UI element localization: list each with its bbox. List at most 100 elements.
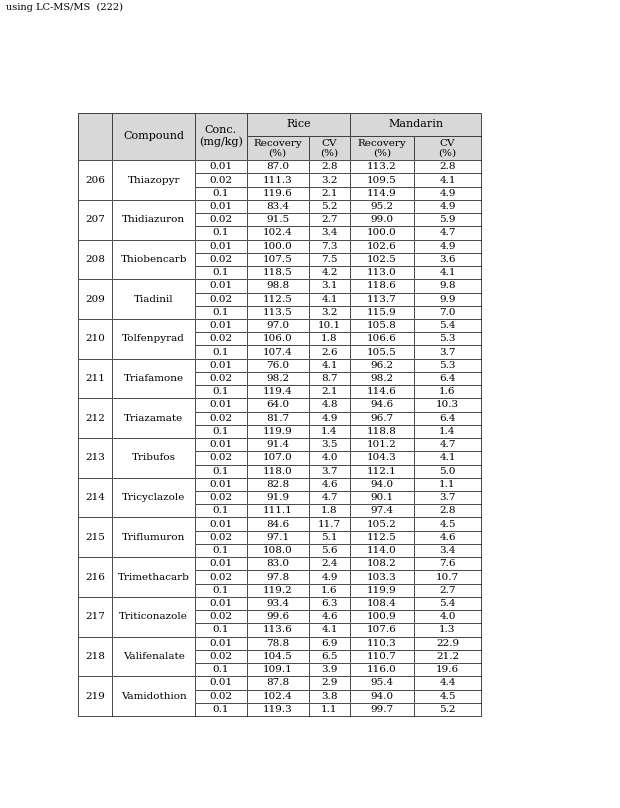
Text: 93.4: 93.4 — [266, 599, 289, 608]
Bar — [247, 583, 309, 597]
Bar — [195, 637, 247, 650]
Text: Triticonazole: Triticonazole — [119, 612, 188, 621]
Text: 106.6: 106.6 — [367, 335, 397, 343]
Bar — [414, 359, 481, 372]
Text: 4.7: 4.7 — [439, 229, 456, 238]
Bar — [350, 372, 414, 385]
Bar — [350, 239, 414, 253]
Text: 102.6: 102.6 — [367, 242, 397, 250]
Text: 84.6: 84.6 — [266, 520, 289, 528]
Text: 4.8: 4.8 — [321, 401, 338, 410]
Text: 4.9: 4.9 — [321, 414, 338, 423]
Bar — [247, 623, 309, 637]
Bar — [414, 452, 481, 465]
Bar — [309, 280, 350, 292]
Bar — [195, 346, 247, 359]
Text: 1.8: 1.8 — [321, 335, 338, 343]
Text: 81.7: 81.7 — [266, 414, 289, 423]
Bar — [414, 637, 481, 650]
Bar — [112, 478, 195, 517]
Bar — [414, 558, 481, 570]
Bar — [247, 359, 309, 372]
Text: 4.1: 4.1 — [439, 175, 456, 184]
Bar — [195, 359, 247, 372]
Bar — [309, 478, 350, 491]
Text: 4.9: 4.9 — [439, 189, 456, 198]
Bar — [414, 280, 481, 292]
Text: 3.1: 3.1 — [321, 281, 338, 290]
Bar — [309, 372, 350, 385]
Bar — [309, 187, 350, 200]
Bar — [414, 346, 481, 359]
Bar — [247, 504, 309, 517]
Text: 101.2: 101.2 — [367, 440, 397, 449]
Bar — [247, 160, 309, 174]
Bar — [195, 239, 247, 253]
Bar — [309, 491, 350, 504]
Text: 90.1: 90.1 — [371, 493, 394, 502]
Text: 0.01: 0.01 — [210, 401, 232, 410]
Bar — [414, 583, 481, 597]
Text: 5.2: 5.2 — [321, 202, 338, 211]
Text: 207: 207 — [85, 215, 105, 224]
Bar — [414, 650, 481, 663]
Bar — [414, 372, 481, 385]
Bar — [309, 491, 350, 504]
Bar — [247, 478, 309, 491]
Bar — [414, 319, 481, 332]
Bar — [350, 650, 414, 663]
Bar — [309, 425, 350, 438]
Text: 19.6: 19.6 — [436, 665, 459, 674]
Bar — [195, 623, 247, 637]
Text: 3.4: 3.4 — [439, 546, 456, 555]
Text: Mandarin: Mandarin — [388, 120, 443, 129]
Bar — [414, 292, 481, 305]
Bar — [247, 213, 309, 226]
Bar — [350, 676, 414, 689]
Text: 219: 219 — [85, 692, 105, 701]
Bar — [195, 280, 247, 292]
Bar — [414, 504, 481, 517]
Bar — [350, 160, 414, 174]
Bar — [247, 213, 309, 226]
Bar — [350, 280, 414, 292]
Bar — [247, 305, 309, 319]
Bar — [78, 359, 112, 398]
Bar — [350, 465, 414, 478]
Text: Triafamone: Triafamone — [123, 374, 184, 383]
Bar — [309, 160, 350, 174]
Text: 206: 206 — [85, 175, 105, 184]
Bar — [350, 531, 414, 544]
Text: 6.4: 6.4 — [439, 374, 456, 383]
Bar — [350, 226, 414, 239]
Bar — [112, 239, 195, 280]
Bar — [195, 187, 247, 200]
Text: 0.02: 0.02 — [210, 453, 232, 462]
Bar — [350, 174, 414, 187]
Bar — [414, 544, 481, 558]
Bar — [350, 200, 414, 213]
Bar — [309, 650, 350, 663]
Bar — [309, 689, 350, 703]
Text: 4.6: 4.6 — [321, 612, 338, 621]
Bar — [350, 346, 414, 359]
Text: 208: 208 — [85, 255, 105, 264]
Text: 0.02: 0.02 — [210, 414, 232, 423]
Bar — [247, 372, 309, 385]
Bar — [414, 385, 481, 398]
Bar — [350, 597, 414, 610]
Bar — [414, 385, 481, 398]
Bar — [309, 385, 350, 398]
Bar — [309, 187, 350, 200]
Text: 0.1: 0.1 — [213, 625, 229, 634]
Bar — [195, 544, 247, 558]
Bar — [414, 239, 481, 253]
Bar — [195, 438, 247, 452]
Bar — [309, 531, 350, 544]
Bar — [247, 623, 309, 637]
Bar — [414, 160, 481, 174]
Bar — [78, 112, 112, 160]
Bar — [195, 570, 247, 583]
Bar — [78, 676, 112, 716]
Text: 114.6: 114.6 — [367, 387, 397, 396]
